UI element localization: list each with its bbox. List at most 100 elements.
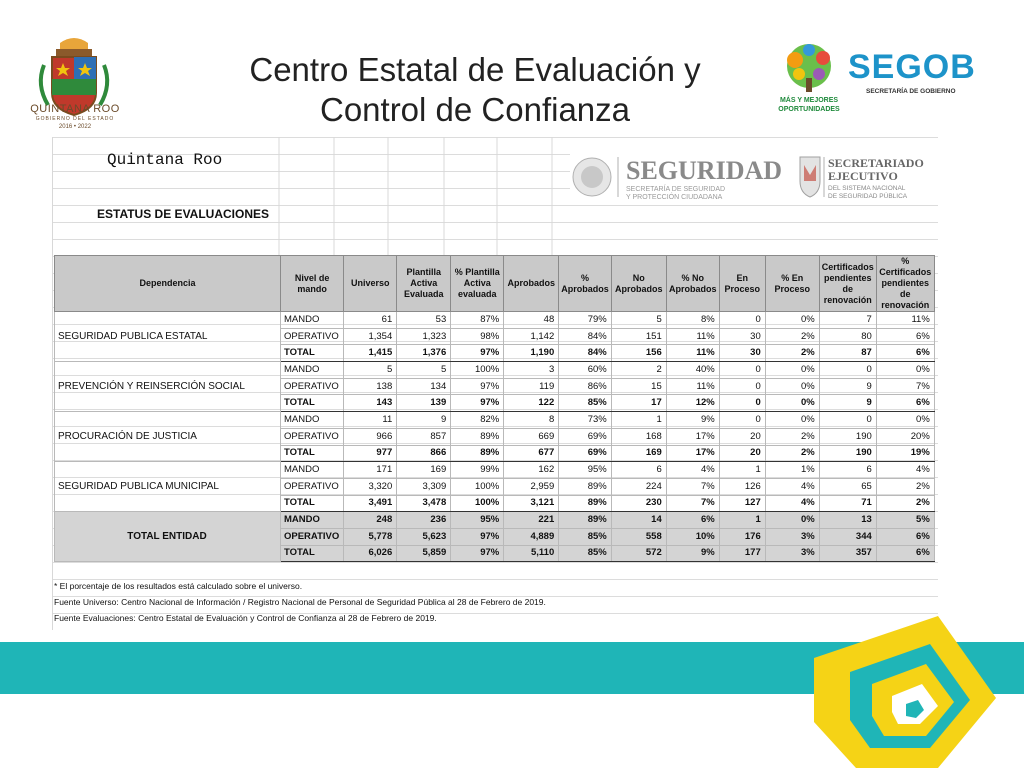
value-cell: 3,320 (343, 477, 398, 496)
value-cell: 12% (665, 394, 720, 413)
value-cell: 162 (503, 461, 560, 479)
value-cell: 1,354 (343, 327, 398, 346)
nivel-cell: TOTAL (279, 444, 345, 463)
dependencia-cell: SEGURIDAD PUBLICA MUNICIPAL (54, 461, 281, 513)
value-cell: 1 (718, 461, 766, 479)
value-cell: 4,889 (503, 527, 560, 546)
table-row: TOTAL 977 866 89% 677 69% 169 17% 20 2% 190 19% (55, 444, 935, 463)
value-cell: 3,121 (503, 494, 560, 513)
dependencia-cell: PREVENCIÓN Y REINSERCIÓN SOCIAL (54, 361, 281, 413)
value-cell: 236 (396, 511, 452, 529)
title-line-1: Centro Estatal de Evaluación y (249, 51, 701, 88)
quintana-roo-logo-subtitle: GOBIERNO DEL ESTADO (35, 116, 115, 122)
value-cell: 0% (764, 311, 820, 329)
value-cell: 134 (396, 377, 452, 396)
value-cell: 0 (718, 311, 766, 329)
value-cell: 6% (875, 394, 935, 413)
secretariado-logo: SECRETARIADO EJECUTIVO DEL SISTEMA NACIO… (796, 151, 938, 203)
value-cell: 100% (450, 361, 505, 379)
value-cell: 97% (450, 527, 505, 546)
dependencia-cell: TOTAL ENTIDAD (54, 511, 281, 563)
value-cell: 13 (818, 511, 877, 529)
value-cell: 1 (610, 411, 667, 429)
value-cell: 84% (558, 327, 612, 346)
value-cell: 53 (396, 311, 452, 329)
nivel-cell: OPERATIVO (279, 327, 345, 346)
sheet-heading: Quintana Roo (107, 151, 223, 169)
table-header-row: Dependencia Nivel de mando Universo Plantil… (54, 255, 935, 312)
value-cell: 97% (450, 544, 505, 563)
column-header: Dependencia (54, 255, 281, 312)
column-header: % No Aprobados (665, 255, 720, 312)
value-cell: 5% (875, 511, 935, 529)
value-cell: 0% (875, 411, 935, 429)
value-cell: 1,376 (396, 344, 452, 363)
value-cell: 190 (818, 427, 877, 446)
value-cell: 127 (718, 494, 766, 513)
value-cell: 0 (718, 361, 766, 379)
value-cell: 84% (558, 344, 612, 363)
value-cell: 9% (665, 411, 720, 429)
value-cell: 0 (818, 361, 877, 379)
value-cell: 7% (665, 494, 720, 513)
value-cell: 97% (450, 344, 505, 363)
value-cell: 3,491 (343, 494, 398, 513)
value-cell: 89% (558, 511, 612, 529)
value-cell: 20 (718, 444, 766, 463)
value-cell: 176 (718, 527, 766, 546)
value-cell: 977 (343, 444, 398, 463)
value-cell: 95% (558, 461, 612, 479)
value-cell: 5,778 (343, 527, 398, 546)
value-cell: 1 (718, 511, 766, 529)
value-cell: 156 (610, 344, 667, 363)
value-cell: 677 (503, 444, 560, 463)
value-cell: 866 (396, 444, 452, 463)
value-cell: 6 (610, 461, 667, 479)
value-cell: 11% (875, 311, 935, 329)
column-header: % Aprobados (558, 255, 612, 312)
quintana-roo-logo-name: QUINTANA ROO (30, 103, 120, 115)
value-cell: 65 (818, 477, 877, 496)
value-cell: 11% (665, 377, 720, 396)
value-cell: 20% (875, 427, 935, 446)
nivel-cell: TOTAL (279, 494, 345, 513)
value-cell: 119 (503, 377, 560, 396)
value-cell: 7% (875, 377, 935, 396)
value-cell: 85% (558, 394, 612, 413)
column-header: En Proceso (718, 255, 766, 312)
secretariado-line1: SECRETARIADO (828, 156, 924, 170)
nivel-cell: OPERATIVO (279, 477, 345, 496)
value-cell: 171 (343, 461, 398, 479)
seguridad-logo: SEGURIDAD SECRETARÍA DE SEGURIDAD Y PROT… (570, 151, 798, 203)
value-cell: 97% (450, 394, 505, 413)
value-cell: 8% (665, 311, 720, 329)
value-cell: 0 (818, 411, 877, 429)
footnote-universe-source: Fuente Universo: Centro Nacional de Info… (54, 597, 546, 607)
seguridad-logo-name: SEGURIDAD (626, 156, 782, 185)
seguridad-logo-line2: Y PROTECCIÓN CIUDADANA (626, 192, 723, 201)
value-cell: 80 (818, 327, 877, 346)
value-cell: 17% (665, 427, 720, 446)
segob-logo-text: SEGOB (848, 48, 976, 86)
value-cell: 89% (558, 494, 612, 513)
value-cell: 40% (665, 361, 720, 379)
value-cell: 139 (396, 394, 452, 413)
value-cell: 60% (558, 361, 612, 379)
value-cell: 6,026 (343, 544, 398, 563)
value-cell: 4% (665, 461, 720, 479)
column-header: Nivel de mando (279, 255, 345, 312)
value-cell: 97% (450, 377, 505, 396)
value-cell: 669 (503, 427, 560, 446)
table-row: TOTAL 1,415 1,376 97% 1,190 84% 156 11% 30 2% 87 6% (55, 344, 935, 363)
value-cell: 11% (665, 344, 720, 363)
value-cell: 2% (764, 327, 820, 346)
value-cell: 1% (764, 461, 820, 479)
value-cell: 7% (665, 477, 720, 496)
value-cell: 30 (718, 327, 766, 346)
value-cell: 99% (450, 461, 505, 479)
value-cell: 0 (718, 377, 766, 396)
value-cell: 1,323 (396, 327, 452, 346)
seguridad-logo-line1: SECRETARÍA DE SEGURIDAD (626, 184, 725, 193)
value-cell: 0% (764, 377, 820, 396)
table-row: OPERATIVO 5,778 5,623 97% 4,889 85% 558 10% 176 3… (55, 527, 935, 546)
